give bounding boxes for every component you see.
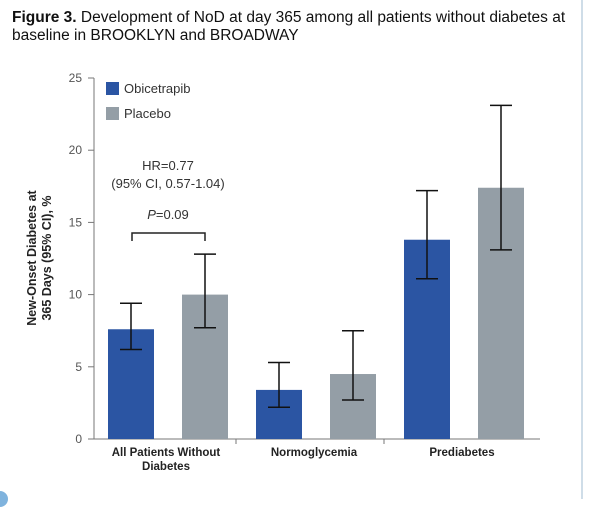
x-tick-label-line: All Patients Without bbox=[112, 447, 221, 459]
y-tick-label: 10 bbox=[69, 288, 83, 302]
p-value-number: =0.09 bbox=[156, 207, 189, 222]
y-tick-label: 5 bbox=[75, 360, 82, 374]
x-tick-label: Normoglycemia bbox=[271, 447, 358, 459]
p-value-text: P=0.09 bbox=[147, 207, 189, 222]
frame-border bbox=[581, 0, 583, 499]
hr-ci-text: (95% CI, 0.57-1.04) bbox=[111, 176, 224, 191]
legend-swatch bbox=[106, 82, 119, 95]
comparison-bracket bbox=[131, 232, 206, 241]
x-tick-label-line: Diabetes bbox=[142, 461, 190, 473]
chart-annotation: HR=0.77 (95% CI, 0.57-1.04) P=0.09 bbox=[111, 158, 225, 241]
legend-label: Obicetrapib bbox=[124, 81, 190, 96]
chart-error-bars bbox=[120, 104, 512, 408]
figure-caption-text: Development of NoD at day 365 among all … bbox=[12, 9, 566, 44]
y-tick-label: 25 bbox=[69, 71, 83, 85]
legend-label: Placebo bbox=[124, 106, 171, 121]
y-tick-label: 20 bbox=[69, 143, 83, 157]
p-value-symbol: P bbox=[147, 207, 156, 222]
y-tick-label: 0 bbox=[75, 432, 82, 446]
x-tick-label: Prediabetes bbox=[429, 447, 494, 459]
chart-axes: 0 5 10 15 20 25 New-Onset Diabetes at365 Days … bbox=[25, 71, 540, 473]
y-tick-label: 15 bbox=[69, 215, 83, 229]
y-axis-title-line2: 365 Days (95% CI), % bbox=[40, 195, 54, 320]
chart-bars bbox=[108, 187, 524, 439]
figure-label: Figure 3. bbox=[12, 9, 77, 26]
chart-legend: Obicetrapib Placebo bbox=[106, 81, 190, 121]
y-axis-title-line1: New-Onset Diabetes at bbox=[25, 189, 39, 325]
legend-swatch bbox=[106, 107, 119, 120]
hr-text: HR=0.77 bbox=[142, 158, 194, 173]
y-axis-title: New-Onset Diabetes at365 Days (95% CI), … bbox=[25, 189, 54, 325]
x-tick-label: All Patients Without Diabetes bbox=[112, 447, 221, 473]
x-tick-label-line: Normoglycemia bbox=[271, 447, 358, 459]
figure-caption: Figure 3. Development of NoD at day 365 … bbox=[12, 9, 567, 45]
x-tick-label-line: Prediabetes bbox=[429, 447, 494, 459]
